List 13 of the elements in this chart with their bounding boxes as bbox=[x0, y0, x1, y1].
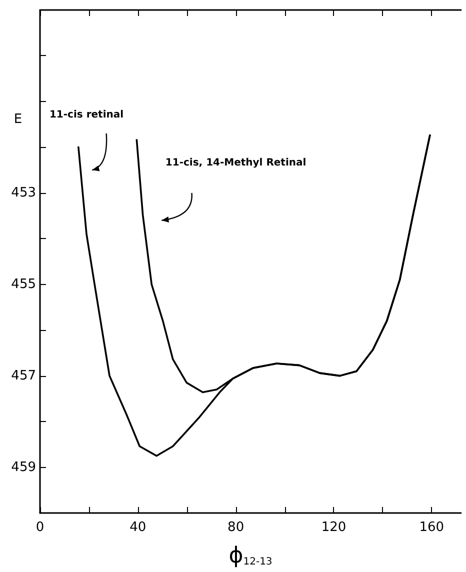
x-tick-label: 120 bbox=[321, 520, 346, 535]
x-axis-title: ϕ12-13 bbox=[228, 544, 272, 568]
x-tick-label: 40 bbox=[130, 520, 146, 535]
x-tick-label: 0 bbox=[36, 520, 44, 535]
text: 11-cis, 14-Methyl Retinal bbox=[165, 158, 306, 169]
y-axis-title: E bbox=[14, 112, 22, 128]
y-tick-label: 459 bbox=[11, 460, 36, 475]
y-tick-label: 455 bbox=[11, 276, 36, 292]
y-tick-label: 457 bbox=[11, 368, 36, 384]
y-tick-label: 453 bbox=[11, 185, 36, 200]
x-tick-label: 80 bbox=[228, 520, 244, 535]
x-tick-label: 160 bbox=[419, 520, 444, 535]
text: 11-cis retinal bbox=[49, 110, 124, 121]
